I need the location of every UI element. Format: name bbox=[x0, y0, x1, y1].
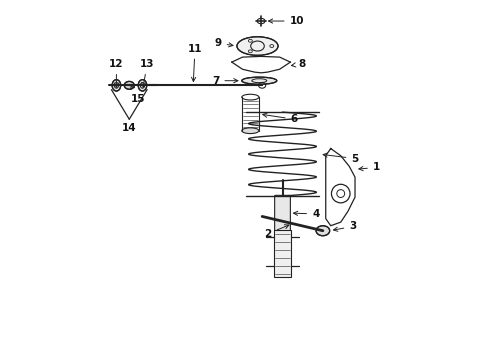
Text: 2: 2 bbox=[265, 225, 289, 239]
Ellipse shape bbox=[124, 81, 134, 89]
Text: 12: 12 bbox=[109, 59, 123, 87]
Text: 8: 8 bbox=[292, 59, 306, 69]
Text: 7: 7 bbox=[212, 76, 238, 86]
Text: 5: 5 bbox=[323, 153, 359, 163]
Text: 11: 11 bbox=[188, 44, 202, 81]
Text: 14: 14 bbox=[122, 123, 137, 133]
Text: 6: 6 bbox=[263, 113, 298, 124]
Text: 1: 1 bbox=[359, 162, 380, 172]
Text: 4: 4 bbox=[294, 209, 319, 219]
Ellipse shape bbox=[112, 80, 121, 91]
FancyBboxPatch shape bbox=[275, 195, 291, 231]
Ellipse shape bbox=[242, 77, 277, 84]
Ellipse shape bbox=[316, 226, 330, 236]
Text: 10: 10 bbox=[269, 16, 304, 26]
Text: 3: 3 bbox=[334, 221, 357, 231]
Bar bbox=[274, 230, 291, 277]
Ellipse shape bbox=[138, 80, 147, 91]
Text: 9: 9 bbox=[215, 38, 233, 48]
Text: 15: 15 bbox=[130, 85, 145, 104]
Ellipse shape bbox=[237, 37, 278, 55]
Ellipse shape bbox=[242, 128, 259, 134]
Text: 13: 13 bbox=[140, 59, 154, 87]
